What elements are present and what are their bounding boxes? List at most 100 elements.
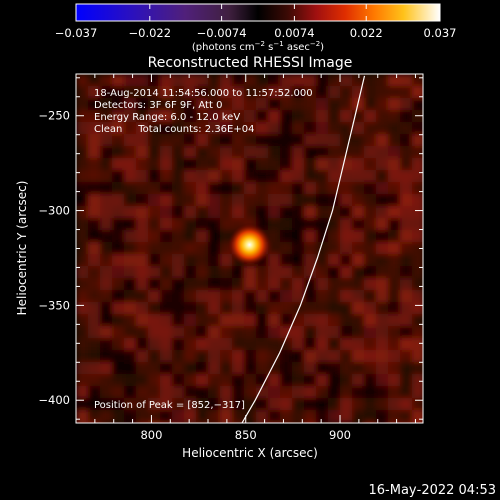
heatmap-cell (256, 170, 269, 183)
heatmap-cell (220, 386, 233, 399)
heatmap-cell (388, 314, 401, 327)
heatmap-cell (220, 422, 233, 423)
heatmap-cell (268, 170, 281, 183)
heatmap-cell (76, 170, 89, 183)
annotation-total-counts: Clean Total counts: 2.36E+04 (94, 124, 254, 135)
annotation-time-range: 18‐Aug‐2014 11:54:56.000 to 11:57:52.000 (94, 88, 313, 99)
heatmap-cell (232, 302, 245, 315)
heatmap-cell (136, 374, 149, 387)
colorbar: −0.037 −0.022 −0.0074 0.0074 0.022 0.037 (pho… (55, 3, 457, 53)
heatmap-cell (160, 86, 173, 99)
heatmap-cell (208, 230, 221, 243)
heatmap-cell (316, 110, 329, 123)
heatmap-cell (364, 242, 377, 255)
heatmap-cell (136, 122, 149, 135)
heatmap-cell (340, 302, 353, 315)
heatmap-cell (352, 290, 365, 303)
heatmap-cell (340, 254, 353, 267)
heatmap-cell (76, 314, 89, 327)
heatmap-cell (220, 146, 233, 159)
heatmap-cell (196, 218, 209, 231)
heatmap-cell (184, 302, 197, 315)
heatmap-cell (232, 326, 245, 339)
heatmap-cell (292, 422, 305, 423)
heatmap-cell (268, 302, 281, 315)
heatmap-cell (268, 278, 281, 291)
heatmap-cell (124, 218, 137, 231)
heatmap-cell (196, 194, 209, 207)
heatmap-cell (136, 86, 149, 99)
heatmap-cell (124, 98, 137, 111)
heatmap-cell (376, 206, 389, 219)
heatmap-cell (208, 410, 221, 423)
heatmap-cell (292, 170, 305, 183)
heatmap-cell (364, 158, 377, 171)
heatmap-cell (112, 362, 125, 375)
heatmap-cell (100, 290, 113, 303)
heatmap-cell (352, 314, 365, 327)
peak-source-blob (227, 222, 272, 267)
heatmap-cell (184, 254, 197, 267)
heatmap-cell (304, 338, 317, 351)
heatmap-cell (352, 398, 365, 411)
heatmap-cell (364, 86, 377, 99)
heatmap-cell (388, 362, 401, 375)
heatmap-cell (388, 326, 401, 339)
heatmap-cell (112, 98, 125, 111)
heatmap-cell (364, 266, 377, 279)
heatmap-cell (220, 74, 233, 87)
heatmap-cell (268, 410, 281, 423)
heatmap-cell (280, 290, 293, 303)
heatmap-cell (160, 338, 173, 351)
heatmap-cell (340, 170, 353, 183)
heatmap-cell (280, 218, 293, 231)
heatmap-cell (388, 278, 401, 291)
heatmap-cell (316, 98, 329, 111)
heatmap-cell (124, 326, 137, 339)
y-axis-tick-labels: −250 −300 −350 −400 (38, 109, 70, 408)
heatmap-cell (88, 362, 101, 375)
heatmap-cell (172, 134, 185, 147)
heatmap-cell (412, 338, 423, 351)
heatmap-cell (184, 278, 197, 291)
heatmap-cell (256, 350, 269, 363)
heatmap-cell (172, 122, 185, 135)
heatmap-cell (304, 314, 317, 327)
heatmap-cell (328, 290, 341, 303)
heatmap-cell (280, 98, 293, 111)
heatmap-cell (292, 278, 305, 291)
heatmap-cell (148, 374, 161, 387)
heatmap-cell (220, 278, 233, 291)
heatmap-cell (208, 134, 221, 147)
heatmap-cell (100, 242, 113, 255)
heatmap-cell (76, 266, 89, 279)
y-axis-title: Heliocentric Y (arcsec) (15, 181, 29, 316)
colorbar-tick-labels: −0.037 −0.022 −0.0074 0.0074 0.022 0.037 (55, 26, 457, 40)
heatmap-cell (388, 218, 401, 231)
chart-title: Reconstructed RHESSI Image (148, 55, 353, 71)
heatmap-cell (220, 326, 233, 339)
heatmap-cell (328, 170, 341, 183)
heatmap-cell (232, 278, 245, 291)
heatmap-cell (160, 170, 173, 183)
heatmap-cell (304, 230, 317, 243)
heatmap-cell (376, 302, 389, 315)
heatmap-cell (412, 122, 423, 135)
heatmap-cell (160, 158, 173, 171)
heatmap-cell (316, 218, 329, 231)
heatmap-cell (148, 230, 161, 243)
heatmap-cell (112, 218, 125, 231)
heatmap-cell (304, 134, 317, 147)
heatmap-cell (364, 398, 377, 411)
heatmap-cell (148, 158, 161, 171)
heatmap-cell (340, 374, 353, 387)
heatmap-cell (352, 182, 365, 195)
heatmap-cell (304, 158, 317, 171)
heatmap-cell (304, 182, 317, 195)
heatmap-cell (328, 122, 341, 135)
heatmap-cell (184, 230, 197, 243)
heatmap-cell (412, 194, 423, 207)
heatmap-cell (364, 422, 377, 423)
heatmap-cell (148, 218, 161, 231)
heatmap-cell (172, 374, 185, 387)
